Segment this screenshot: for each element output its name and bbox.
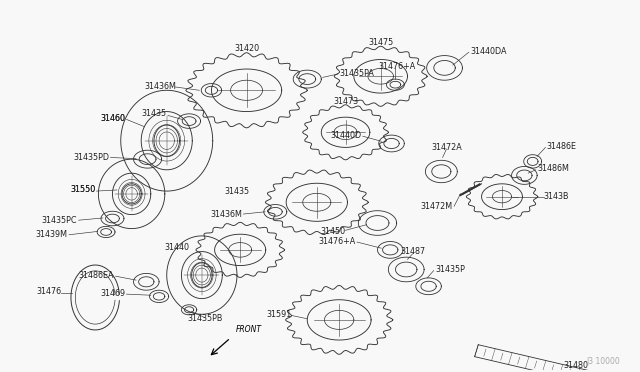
Text: 31476: 31476	[36, 288, 61, 296]
Text: 31440: 31440	[164, 243, 189, 251]
Text: 31436M: 31436M	[145, 83, 176, 92]
Text: 3143B: 3143B	[543, 192, 569, 201]
Text: 31487: 31487	[400, 247, 425, 256]
Text: 31450: 31450	[321, 227, 346, 236]
Text: 31591: 31591	[266, 310, 291, 319]
Text: 31476+A: 31476+A	[319, 237, 356, 246]
Text: 31476+A: 31476+A	[378, 62, 415, 71]
Text: 31486M: 31486M	[537, 164, 569, 173]
Text: 31460: 31460	[100, 114, 125, 123]
Text: 31486EA: 31486EA	[79, 270, 115, 280]
Text: 31435PC: 31435PC	[42, 216, 77, 225]
Text: 31480: 31480	[563, 361, 588, 370]
Text: 31550: 31550	[70, 186, 95, 195]
Text: 31435PB: 31435PB	[188, 314, 223, 323]
Text: 31550: 31550	[70, 186, 95, 195]
Text: 31435: 31435	[225, 187, 250, 196]
Text: 31440D: 31440D	[330, 131, 362, 140]
Text: FRONT: FRONT	[236, 326, 262, 334]
Text: 31436M: 31436M	[210, 210, 242, 219]
Text: 31473: 31473	[333, 97, 358, 106]
Text: 31472M: 31472M	[420, 202, 453, 211]
Text: 31472A: 31472A	[431, 143, 462, 152]
Text: 31469: 31469	[100, 289, 125, 298]
Text: 31439M: 31439M	[36, 230, 68, 239]
Text: 31435: 31435	[141, 109, 167, 118]
Text: 31475: 31475	[368, 38, 394, 47]
Text: 31486E: 31486E	[547, 142, 577, 151]
Text: 31420: 31420	[234, 44, 259, 53]
Text: J3 10000: J3 10000	[586, 357, 620, 366]
Text: 31440DA: 31440DA	[470, 46, 507, 55]
Text: 31435PA: 31435PA	[339, 69, 374, 78]
Text: 31435PD: 31435PD	[73, 153, 109, 162]
Text: 31435P: 31435P	[435, 265, 465, 274]
Text: 31460: 31460	[100, 114, 125, 123]
